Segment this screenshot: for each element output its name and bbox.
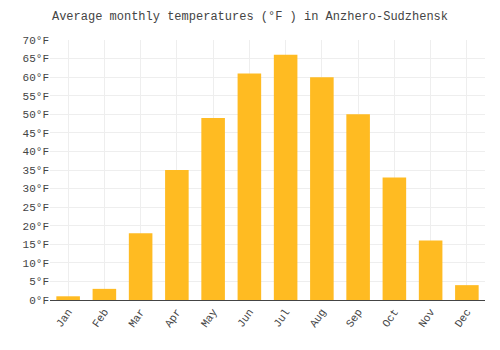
svg-text:Dec: Dec (453, 307, 474, 330)
svg-text:5°F: 5°F (29, 276, 49, 288)
svg-text:May: May (199, 306, 220, 329)
svg-text:25°F: 25°F (23, 202, 49, 214)
svg-text:Sep: Sep (344, 307, 365, 330)
svg-text:20°F: 20°F (23, 221, 49, 233)
svg-text:Nov: Nov (416, 306, 437, 329)
svg-text:Feb: Feb (90, 307, 111, 330)
svg-text:Mar: Mar (126, 307, 147, 330)
svg-text:55°F: 55°F (23, 91, 49, 103)
svg-text:Jul: Jul (271, 307, 292, 330)
svg-text:Average monthly temperatures (: Average monthly temperatures (°F ) in An… (52, 10, 448, 24)
svg-text:40°F: 40°F (23, 146, 49, 158)
svg-text:Aug: Aug (308, 307, 329, 330)
svg-text:45°F: 45°F (23, 128, 49, 140)
svg-text:10°F: 10°F (23, 258, 49, 270)
svg-text:Jan: Jan (54, 307, 75, 330)
svg-text:30°F: 30°F (23, 183, 49, 195)
svg-text:0°F: 0°F (29, 295, 49, 307)
svg-text:Apr: Apr (163, 307, 184, 330)
svg-text:Oct: Oct (380, 307, 401, 330)
svg-text:50°F: 50°F (23, 109, 49, 121)
svg-text:35°F: 35°F (23, 165, 49, 177)
svg-text:65°F: 65°F (23, 53, 49, 65)
svg-text:60°F: 60°F (23, 72, 49, 84)
svg-text:Jun: Jun (235, 307, 256, 330)
svg-text:15°F: 15°F (23, 239, 49, 251)
svg-text:70°F: 70°F (23, 35, 49, 47)
